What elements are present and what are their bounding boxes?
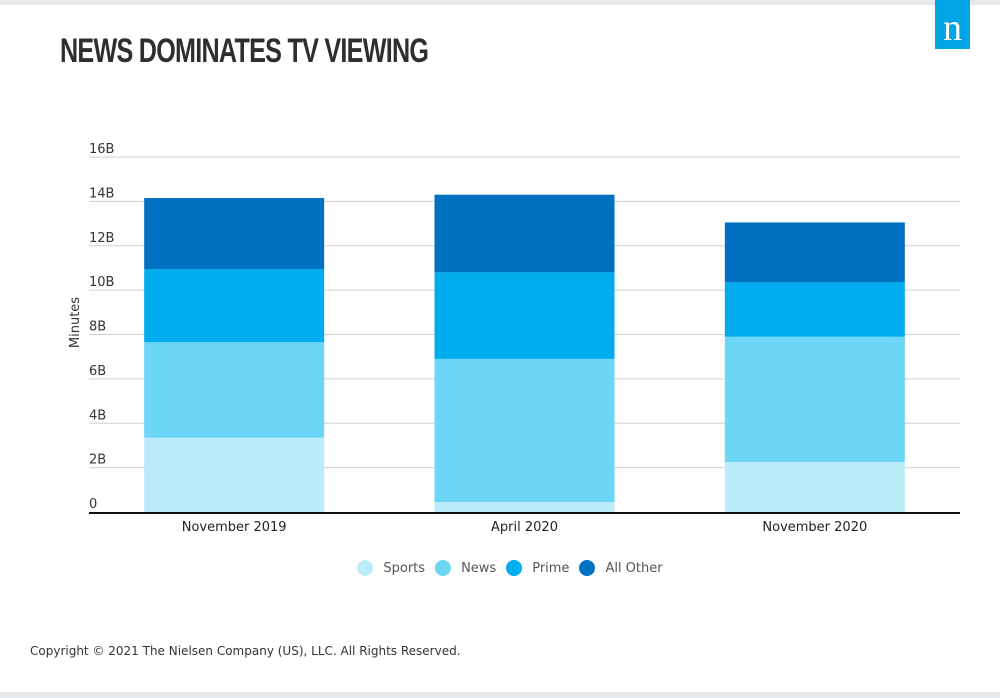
stacked-bar-chart: 0 2B 4B 6B 8B 10B 12B 14B 16B Minutes November 201… [68,142,960,535]
legend-item: News [435,560,496,576]
bar-segment-prime [144,269,325,343]
bar-segment-prime [434,272,615,359]
bar-segment-all-other [434,194,615,273]
copyright-notice: Copyright © 2021 The Nielsen Company (US… [30,644,461,658]
legend-label: Prime [532,560,570,576]
legend-item: All Other [579,560,663,576]
bar-segment-sports [434,502,615,512]
top-border-strip [0,0,1000,5]
y-tick-label: 2B [89,453,106,468]
bar-segment-all-other [144,198,325,270]
x-tick-label: April 2020 [491,520,558,535]
y-tick-label: 10B [89,275,114,290]
y-axis-label: Minutes [68,297,83,348]
page-title: NEWS DOMINATES TV VIEWING [60,32,429,70]
bar-segment-all-other [724,222,905,283]
bar-segment-prime [724,282,905,337]
nielsen-logo: n [935,0,970,49]
y-tick-label: 8B [89,320,106,335]
legend-item: Sports [357,560,425,576]
logo-letter: n [943,7,962,49]
legend-label: All Other [605,560,663,576]
x-tick-label: November 2019 [182,520,287,535]
bar-segment-sports [144,437,325,512]
x-tick-label: November 2020 [762,520,867,535]
legend-swatch [435,560,452,576]
legend-swatch [357,560,374,576]
legend-label: News [461,560,497,576]
y-tick-label: 14B [89,186,114,201]
y-tick-label: 12B [89,231,114,246]
y-tick-label: 0 [89,497,97,512]
bar-segment-news [434,358,615,503]
bar-segment-sports [724,462,905,512]
chart-legend: Sports News Prime All Other [0,560,1000,576]
legend-swatch [579,560,596,576]
legend-label: Sports [383,560,426,576]
y-tick-label: 6B [89,364,106,379]
legend-swatch [506,560,523,576]
bar-segment-news [144,342,325,438]
y-tick-label: 4B [89,408,106,423]
bottom-border-strip [0,692,1000,698]
legend-item: Prime [506,560,569,576]
y-tick-label: 16B [89,142,114,157]
bar-segment-news [724,336,905,463]
